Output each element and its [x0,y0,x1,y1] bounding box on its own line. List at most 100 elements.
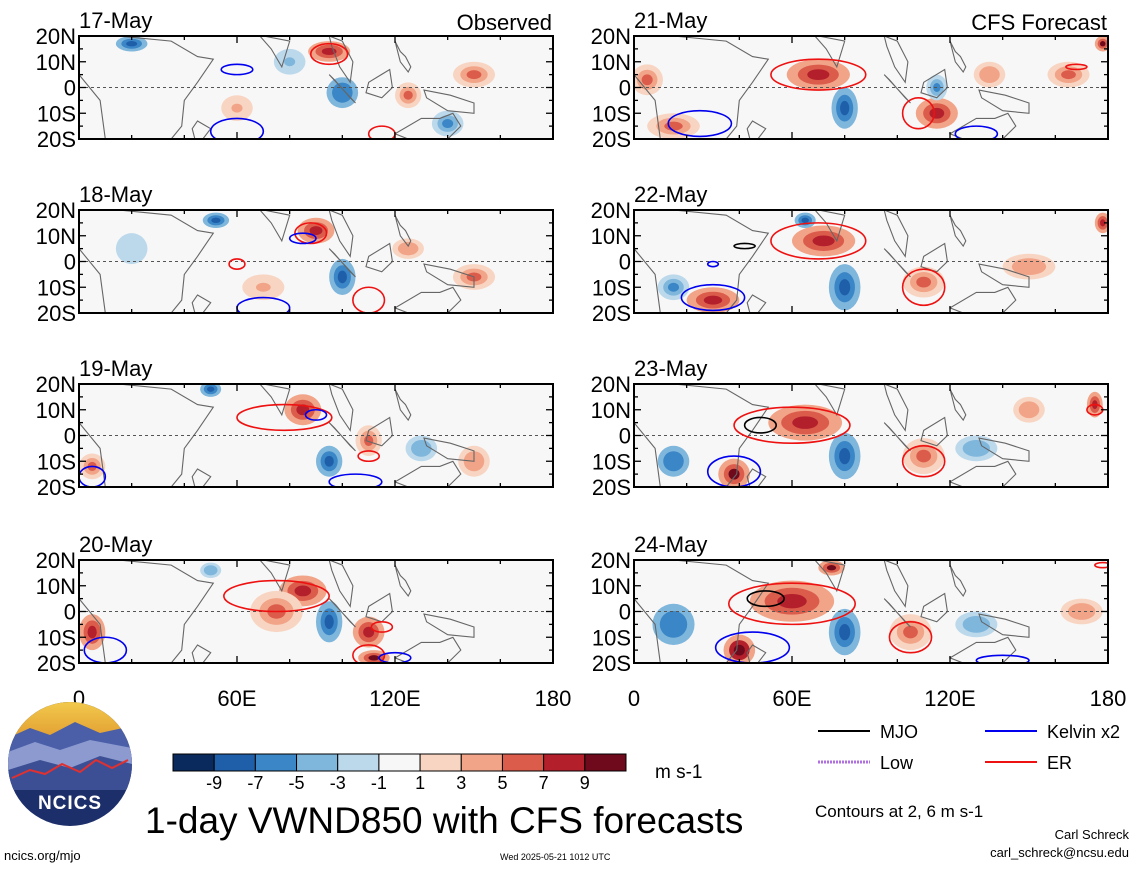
er-contour [901,97,936,130]
er-contour [901,444,946,478]
coastline [634,560,770,663]
er-contour [770,222,867,260]
anomaly-blob [916,276,932,288]
coastline [948,112,1017,139]
colorbar-swatch [296,753,339,772]
anomaly-blob [703,295,723,305]
coastline [978,263,1030,288]
coastline [883,36,909,84]
coastline [393,112,462,139]
y-tick-label: 20S [592,651,631,676]
y-tick-label: 20N [36,24,76,49]
kelvin-contour [680,283,746,312]
er-contour [901,268,946,307]
anomaly-blob [733,644,745,656]
coastline [883,210,909,258]
x-tick-label: 60E [217,686,256,711]
coastline [634,210,770,313]
panel-date: 22-May [634,182,707,207]
coastline [191,468,212,487]
anomaly-blob [1099,41,1106,47]
y-tick-label: 20S [592,127,631,152]
colorbar-swatch [419,753,462,772]
coastline [365,592,393,623]
y-tick-label: 10S [37,449,76,474]
anomaly-blob [126,41,138,47]
coastline [978,89,1030,114]
coastline [328,36,354,84]
anomaly-blob [968,443,984,453]
panel-date: 17-May [79,8,152,33]
colorbar-label: 7 [539,773,549,793]
kelvin-contour [83,636,128,663]
er-contour [1065,63,1088,71]
colorbar-swatch [172,753,215,772]
anomaly-blob [324,455,334,467]
contour-note: Contours at 2, 6 m s-1 [815,802,984,821]
panel-date: 20-May [79,532,152,557]
anomaly-blob [442,119,454,129]
coastline [393,636,462,663]
y-tick-label: 10S [592,449,631,474]
colorbar: -9 -7 -5 -3 -1 1 3 5 7 9 [172,753,627,793]
anomaly-blob [801,217,809,224]
x-tick-label: 180 [535,686,572,711]
coastline [978,613,1030,638]
footer-url[interactable]: ncics.org/mjo [4,848,81,863]
er-contour [1094,561,1108,569]
y-tick-label: 0 [619,424,631,449]
coastline [237,384,291,417]
colorbar-label: 5 [497,773,507,793]
coastline [328,248,356,278]
y-tick-label: 20S [37,127,76,152]
y-tick-label: 20N [591,198,631,223]
kelvin-contour [954,125,999,139]
coastline [394,214,412,248]
coastline [792,560,846,593]
anomaly-blob [968,619,984,629]
coastline [792,384,846,417]
y-tick-label: 10N [591,50,631,75]
coastline [328,210,354,258]
footer-email[interactable]: carl_schreck@ncsu.edu [990,845,1129,860]
anomaly-blob [1074,606,1090,617]
anomaly-blob [402,245,414,253]
footer-timestamp: Wed 2025-05-21 1012 UTC [500,852,611,862]
y-tick-label: 10S [37,275,76,300]
kelvin-contour [975,654,1030,663]
kelvin-contour [288,232,317,245]
colorbar-swatch [213,753,256,772]
colorbar-label: -7 [247,773,263,793]
y-tick-label: 10N [591,574,631,599]
logo-text: NCICS [38,793,102,814]
anomaly-blob [255,282,271,292]
panel-date: 21-May [634,8,707,33]
coastline [746,644,767,663]
y-tick-label: 20N [36,372,76,397]
anomaly-blob [87,625,97,639]
coastline [365,242,393,273]
panel-date: 19-May [79,356,152,381]
coastline [948,636,1017,663]
y-tick-label: 10N [36,224,76,249]
anomaly-blob [667,455,680,467]
coastline [237,36,291,69]
anomaly-blob [211,217,221,224]
coastline [79,560,215,663]
colorbar-swatch [254,753,298,772]
legend-label: ER [1047,753,1072,773]
y-tick-label: 20S [37,651,76,676]
colorbar-label: -3 [330,773,346,793]
anomaly-blob [466,70,482,80]
anomaly-blob [1019,262,1039,272]
coastline [394,40,412,74]
colorbar-swatch [584,753,627,772]
coastline [393,286,462,313]
y-tick-label: 10N [36,50,76,75]
footer-credits: Carl Schreck carl_schreck@ncsu.edu [990,826,1129,862]
coastline [328,560,354,608]
